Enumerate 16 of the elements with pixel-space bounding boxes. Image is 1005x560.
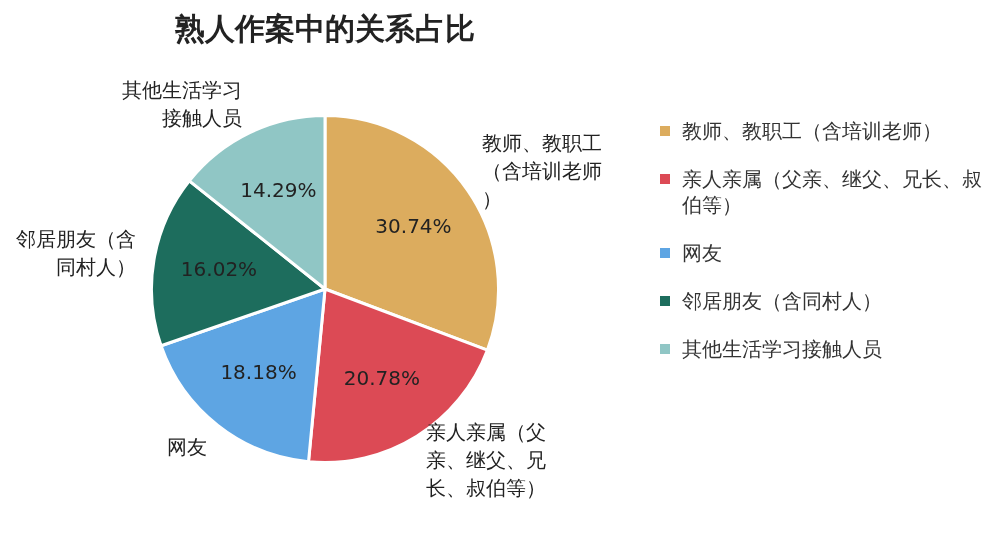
data-label: 30.74% [375, 214, 452, 239]
legend-label: 其他生活学习接触人员 [682, 336, 882, 362]
slice-label: 教师、教职工（含培训老师） [482, 131, 603, 212]
slice-label: 邻居朋友（含同村人） [16, 226, 137, 279]
chart-title: 熟人作案中的关系占比 [174, 10, 475, 46]
data-label: 18.18% [220, 359, 297, 384]
slice-label: 亲人亲属（父亲、继父、兄长、叔伯等） [426, 419, 547, 500]
data-label: 20.78% [343, 366, 421, 391]
data-label: 16.02% [180, 257, 258, 282]
legend-label: 邻居朋友（含同村人） [682, 288, 882, 314]
legend-label: 亲人亲属（父亲、继父、兄长、叔伯等） [682, 166, 983, 218]
slice-label: 网友 [166, 435, 207, 460]
legend-label: 教师、教职工（含培训老师） [682, 118, 942, 144]
legend-label: 网友 [682, 240, 722, 266]
slice-label: 其他生活学习接触人员 [121, 77, 242, 130]
data-label: 14.29% [240, 178, 317, 203]
